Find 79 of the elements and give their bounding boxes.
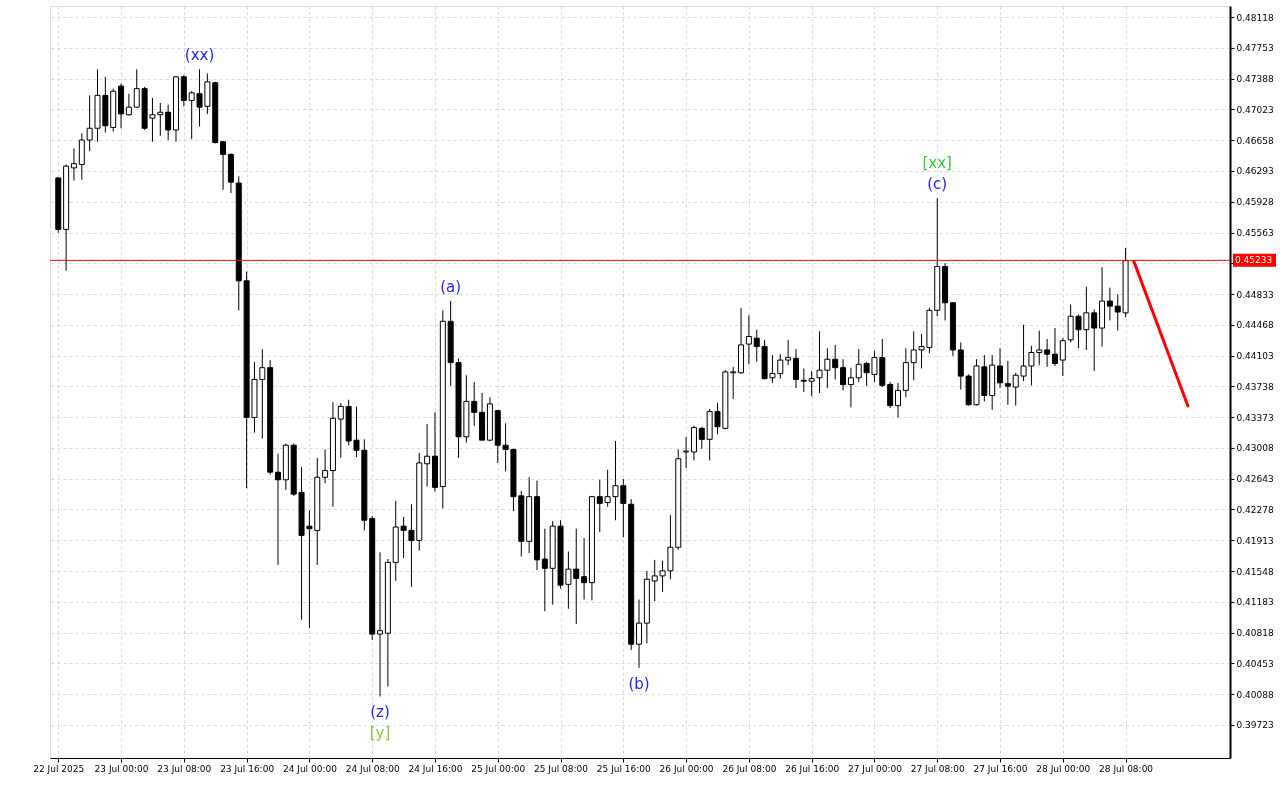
y-tick-label: 0.42643 — [1236, 474, 1274, 485]
candlestick — [698, 426, 705, 450]
candlestick — [1004, 360, 1011, 406]
x-tick-label: 25 Jul 00:00 — [471, 763, 526, 774]
y-tick-label: 0.43738 — [1236, 381, 1274, 392]
annotation: (z) — [370, 703, 390, 722]
candlestick — [541, 528, 548, 612]
y-tick-label: 0.40453 — [1236, 658, 1274, 669]
y-tick-label: 0.40818 — [1236, 628, 1274, 639]
y-tick-label: 0.45928 — [1236, 197, 1274, 208]
candlestick — [1051, 327, 1058, 367]
candlestick — [730, 366, 737, 400]
x-tick-label: 28 Jul 00:00 — [1036, 763, 1091, 774]
candlestick — [800, 368, 807, 393]
candlestick — [220, 140, 227, 191]
candlestick — [424, 423, 431, 488]
x-tick-label: 23 Jul 08:00 — [157, 763, 212, 774]
y-tick-label: 0.44833 — [1236, 289, 1274, 300]
x-tick-label: 22 Jul 2025 — [33, 763, 85, 774]
y-tick-label: 0.46658 — [1236, 135, 1274, 146]
candlestick — [581, 537, 588, 601]
y-tick-label: 0.47023 — [1236, 104, 1274, 115]
y-tick-label: 0.45563 — [1236, 228, 1274, 239]
candlestick — [322, 448, 329, 484]
y-tick-label: 0.39723 — [1236, 720, 1274, 731]
candlestick — [165, 104, 172, 141]
x-tick-label: 25 Jul 16:00 — [596, 763, 652, 774]
candlestick — [377, 551, 384, 697]
candlestick — [125, 93, 132, 117]
candlestick — [792, 348, 799, 389]
candlestick — [1044, 338, 1051, 368]
annotation: (c) — [927, 175, 948, 194]
candlestick — [70, 147, 77, 182]
x-tick-label: 24 Jul 00:00 — [282, 763, 338, 774]
candlestick — [997, 347, 1004, 389]
x-tick-label: 25 Jul 08:00 — [534, 763, 589, 774]
y-tick-label: 0.41548 — [1236, 566, 1274, 577]
x-tick-label: 27 Jul 16:00 — [973, 763, 1028, 774]
x-tick-label: 26 Jul 00:00 — [659, 763, 714, 774]
y-tick-label: 0.47388 — [1236, 74, 1274, 85]
ref-line-label: 0.45233 — [1235, 255, 1273, 266]
annotation: [y] — [369, 724, 391, 743]
annotation: (b) — [628, 674, 650, 693]
x-tick-label: 26 Jul 08:00 — [722, 763, 777, 774]
candlestick — [887, 381, 894, 409]
candlestick — [636, 599, 643, 669]
y-tick-label: 0.42278 — [1236, 504, 1274, 515]
x-tick-label: 23 Jul 16:00 — [220, 763, 275, 774]
y-tick-label: 0.41183 — [1236, 597, 1274, 608]
annotation: [xx] — [922, 154, 952, 173]
annotation: (a) — [440, 278, 462, 297]
candlestick — [847, 367, 854, 408]
candlestick — [840, 358, 847, 391]
candlestick — [808, 370, 815, 397]
y-tick-label: 0.43008 — [1236, 443, 1274, 454]
x-tick-label: 24 Jul 16:00 — [408, 763, 463, 774]
y-tick-label: 0.43373 — [1236, 412, 1274, 423]
y-tick-label: 0.41913 — [1236, 535, 1274, 546]
candlestick — [180, 74, 187, 107]
candlestick — [785, 339, 792, 366]
x-tick-label: 27 Jul 00:00 — [847, 763, 903, 774]
candlestick — [1059, 337, 1066, 377]
y-tick-label: 0.44103 — [1236, 351, 1274, 362]
x-tick-label: 24 Jul 08:00 — [345, 763, 400, 774]
x-tick-label: 23 Jul 00:00 — [94, 763, 149, 774]
y-tick-label: 0.48118 — [1236, 12, 1274, 23]
x-tick-label: 26 Jul 16:00 — [785, 763, 840, 774]
candlestick — [745, 314, 752, 365]
candlestick — [895, 382, 901, 418]
y-tick-label: 0.44468 — [1236, 320, 1274, 331]
candlestick — [683, 436, 690, 469]
x-tick-label: 28 Jul 08:00 — [1099, 763, 1154, 774]
y-tick-label: 0.46293 — [1236, 166, 1274, 177]
y-tick-label: 0.47753 — [1236, 43, 1274, 54]
x-tick-label: 27 Jul 08:00 — [910, 763, 965, 774]
candlestick — [1106, 287, 1113, 321]
candlestick — [275, 453, 282, 566]
y-tick-label: 0.40088 — [1236, 689, 1274, 700]
annotation: (xx) — [184, 46, 215, 65]
